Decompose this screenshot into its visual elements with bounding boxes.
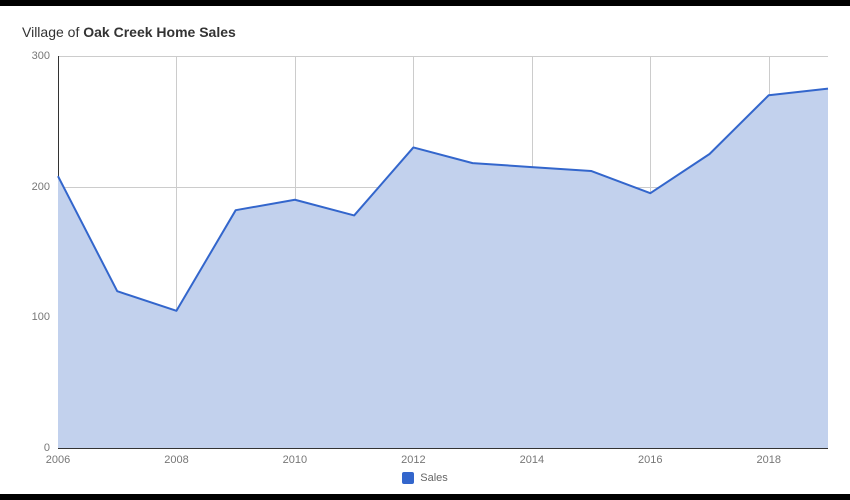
chart-svg xyxy=(58,56,828,448)
chart-frame: Village of Oak Creek Home Sales 01002003… xyxy=(0,0,850,500)
x-tick-label: 2012 xyxy=(401,454,425,466)
area-fill xyxy=(58,89,828,448)
x-tick-label: 2008 xyxy=(164,454,188,466)
title-prefix: Village xyxy=(22,24,64,40)
x-tick-label: 2018 xyxy=(757,454,781,466)
legend-label: Sales xyxy=(420,472,448,484)
chart-title: Village of Oak Creek Home Sales xyxy=(22,24,236,40)
title-bold: Oak Creek Home Sales xyxy=(83,24,236,40)
y-tick-label: 200 xyxy=(32,181,50,193)
y-tick-label: 300 xyxy=(32,50,50,62)
x-axis-line xyxy=(58,448,828,449)
x-tick-label: 2014 xyxy=(520,454,544,466)
title-middle: of xyxy=(64,24,83,40)
y-tick-label: 0 xyxy=(44,442,50,454)
x-tick-label: 2016 xyxy=(638,454,662,466)
plot-area: 01002003002006200820102012201420162018 xyxy=(58,56,828,448)
x-tick-label: 2006 xyxy=(46,454,70,466)
legend: Sales xyxy=(0,472,850,484)
legend-swatch xyxy=(402,472,414,484)
y-tick-label: 100 xyxy=(32,311,50,323)
x-tick-label: 2010 xyxy=(283,454,307,466)
